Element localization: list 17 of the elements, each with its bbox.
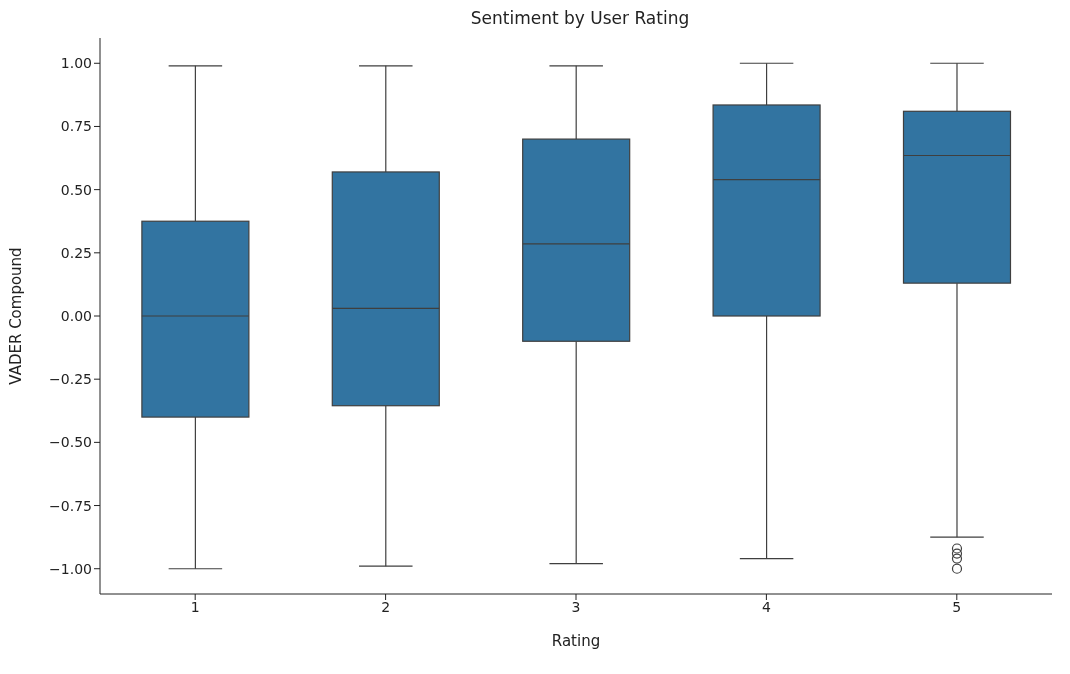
x-axis-title: Rating [551, 632, 601, 650]
y-tick-label: 0.00 [60, 307, 92, 324]
y-tick-label: 0.50 [60, 181, 92, 198]
x-tick-label: 1 [190, 598, 200, 615]
y-axis-title: VADER Compound [7, 247, 26, 385]
y-tick-label: −0.75 [49, 497, 92, 514]
x-tick-label: 4 [761, 598, 771, 615]
y-tick-label: −0.50 [49, 434, 92, 451]
y-tick-label: −1.00 [49, 560, 92, 577]
y-tick-label: −0.25 [49, 371, 92, 388]
x-tick-label: 3 [571, 598, 581, 615]
chart-title: Sentiment by User Rating [469, 8, 691, 30]
y-tick-label: 1.00 [60, 55, 92, 72]
y-tick-label: 0.75 [60, 118, 92, 135]
x-tick-label: 2 [381, 598, 391, 615]
y-tick-label: 0.25 [60, 244, 92, 261]
x-tick-label: 5 [952, 598, 962, 615]
